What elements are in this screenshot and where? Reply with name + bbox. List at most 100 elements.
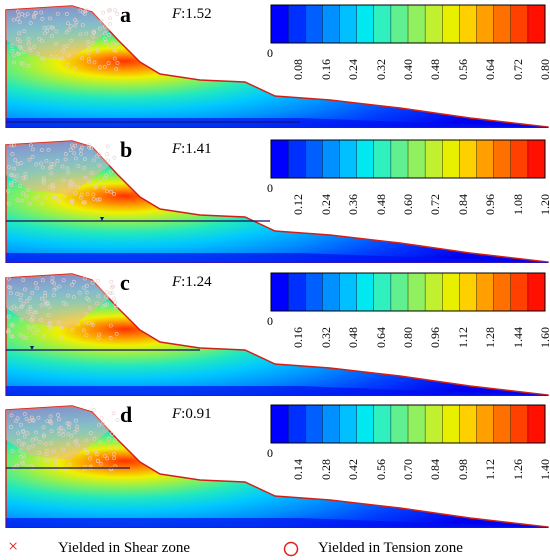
tension-yield-marker (61, 300, 66, 305)
safety-factor: F:0.91 (172, 406, 212, 422)
colorbar-segment (339, 140, 358, 178)
tension-yield-marker (9, 181, 14, 186)
tension-yield-marker (61, 447, 65, 452)
tension-yield-marker (27, 157, 32, 162)
tension-yield-marker (70, 328, 75, 333)
tension-yield-marker (33, 281, 38, 286)
colorbar-segment (288, 273, 306, 311)
panel-letter: b (120, 137, 133, 162)
colorbar-tick-label: 0.36 (346, 194, 361, 215)
colorbar-tick-label: 1.60 (538, 327, 550, 348)
tension-yield-marker (37, 450, 41, 455)
tension-yield-marker (108, 467, 113, 471)
tension-yield-marker (30, 318, 34, 322)
tension-yield-marker (30, 438, 35, 442)
tension-yield-marker (21, 335, 26, 340)
tension-yield-marker (94, 450, 99, 454)
colorbar-segment (425, 405, 443, 443)
tension-yield-marker (11, 304, 16, 309)
tension-yield-marker (72, 279, 76, 284)
tension-yield-marker (106, 44, 111, 49)
colorbar-tick-label: 0.98 (455, 459, 470, 480)
shear-symbol: × (8, 536, 19, 556)
colorbar-segment (373, 5, 392, 43)
tension-yield-marker (91, 197, 96, 201)
tension-yield-marker (50, 34, 54, 38)
tension-yield-marker (81, 200, 86, 205)
tension-yield-marker (23, 172, 28, 176)
tension-yield-marker (105, 152, 110, 157)
tension-yield-marker (91, 34, 96, 39)
tension-yield-marker (40, 39, 45, 44)
colorbar-segment (527, 273, 546, 311)
colorbar-segment (305, 405, 323, 443)
tension-yield-marker (26, 63, 31, 68)
tension-yield-marker (105, 144, 110, 149)
yield-zone-crest (6, 141, 110, 195)
colorbar-segment (510, 140, 529, 178)
colorbar-segment (425, 5, 443, 43)
colorbar-segment (459, 5, 477, 43)
tension-yield-marker (81, 10, 86, 15)
tension-yield-marker (47, 419, 52, 424)
colorbar-tick-label: 0.56 (373, 459, 388, 480)
tension-yield-marker (18, 297, 23, 302)
tension-yield-marker (56, 412, 60, 417)
legend: × Yielded in Shear zone Yielded in Tensi… (0, 536, 550, 560)
tension-yield-marker (43, 293, 48, 298)
tension-yield-marker (71, 145, 76, 150)
tension-yield-marker (69, 433, 74, 438)
tension-yield-marker (106, 436, 111, 441)
tension-yield-marker (45, 28, 50, 33)
tension-yield-marker (109, 189, 114, 194)
colorbar-segment (356, 5, 375, 43)
tension-yield-marker (67, 27, 72, 32)
colorbar-tick-label: 0 (267, 446, 273, 460)
tension-yield-marker (30, 418, 35, 422)
tension-yield-marker (70, 198, 75, 203)
tension-yield-marker (21, 441, 26, 446)
tension-yield-marker (102, 64, 107, 69)
tension-yield-marker (54, 29, 59, 34)
tension-yield-marker (51, 186, 56, 191)
tension-yield-marker (52, 466, 57, 471)
tension-yield-marker (44, 195, 49, 200)
tension-yield-marker (21, 278, 26, 282)
colorbar-tick-label: 1.12 (455, 327, 470, 348)
tension-yield-marker (87, 143, 92, 148)
colorbar-segment (322, 405, 340, 443)
tension-yield-marker (76, 322, 80, 327)
tension-yield-marker (15, 198, 20, 203)
tension-yield-marker (86, 321, 91, 325)
tension-yield-marker (85, 451, 89, 456)
colorbar-tick-label: 0.84 (455, 194, 470, 215)
tension-yield-marker (91, 192, 96, 197)
tension-yield-marker (51, 293, 56, 298)
tension-yield-marker (20, 62, 25, 66)
tension-yield-marker (107, 33, 112, 37)
colorbar-segment (425, 273, 443, 311)
colorbar-segment (442, 140, 460, 178)
tension-yield-marker (73, 17, 77, 22)
tension-yield-marker (86, 56, 91, 61)
tension-yield-marker (84, 290, 89, 295)
panel-letter: d (120, 402, 133, 427)
colorbar-tick-label: 0.60 (401, 194, 415, 215)
tension-yield-marker (79, 152, 83, 156)
tension-yield-marker (24, 335, 29, 340)
tension-yield-marker (106, 61, 111, 66)
tension-yield-marker (113, 305, 118, 310)
tension-yield-marker (9, 172, 14, 177)
colorbar-tick-label: 0.40 (401, 59, 415, 80)
tension-yield-marker (21, 430, 25, 434)
tension-yield-marker (17, 13, 21, 18)
tension-yield-marker (18, 184, 23, 188)
colorbar-tick-label: 0.14 (291, 459, 306, 480)
tension-yield-marker (66, 425, 71, 430)
tension-yield-marker (57, 432, 62, 436)
tension-yield-marker (41, 180, 46, 185)
tension-yield-marker (115, 61, 120, 65)
tension-yield-marker (61, 429, 66, 433)
colorbar-tick-label: 0.84 (428, 459, 443, 480)
tension-yield-marker (57, 427, 62, 432)
